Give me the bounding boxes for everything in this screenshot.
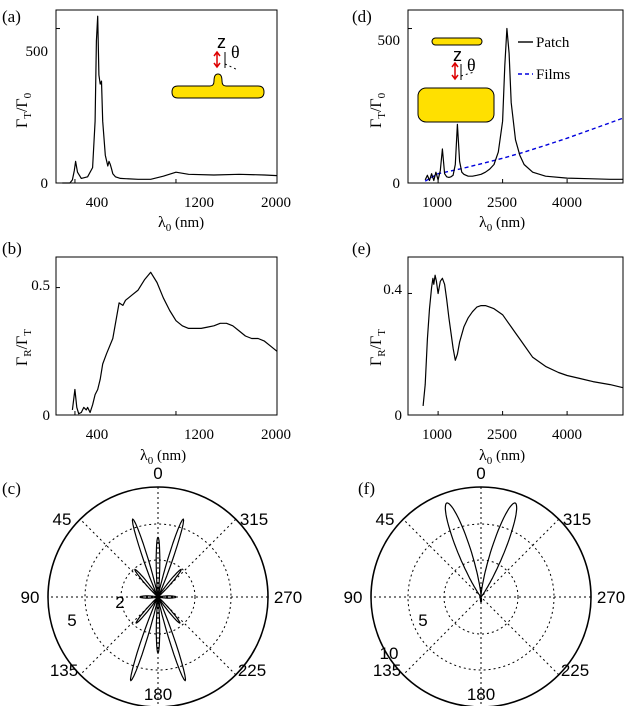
geometry-inset-a: z θ (171, 32, 265, 99)
angle-label-c-180: 180 (144, 685, 172, 704)
y-tick-label-d-0: 0 (393, 176, 401, 192)
panel-b: (b) 0.5 0 400 1200 2000 λ0 (nm) ΓR/ΓT (2, 239, 291, 467)
legend-label-patch: Patch (536, 35, 570, 51)
patch-particle-shape (171, 73, 265, 99)
panel-label-c: (c) (2, 479, 21, 498)
inset-angle-label-a: θ (231, 42, 240, 62)
panel-c: (c) 0 45 90 135 180 225 270 315 2 5 (2, 464, 302, 706)
x-tick-label-b-2000: 2000 (261, 427, 291, 443)
dipole-arrow-icon-d (451, 61, 459, 81)
y-tick-label-e-0: 0 (395, 408, 403, 424)
x-axis-label-a: λ0 (nm) (158, 214, 204, 234)
y-axis-label-e: ΓR/ΓT (368, 329, 388, 366)
radial-label-c-2: 2 (115, 593, 124, 612)
angle-label-f-45: 45 (376, 510, 395, 529)
angle-label-f-315: 315 (563, 510, 591, 529)
radial-label-f-10: 10 (380, 644, 399, 663)
radiation-pattern-f (444, 502, 518, 603)
y-tick-label-b-0: 0 (43, 408, 51, 424)
panel-label-a: (a) (2, 7, 21, 26)
polar-grid-circle-c-1 (120, 559, 196, 635)
y-tick-label-a-0: 0 (41, 176, 49, 192)
angle-label-c-270: 270 (274, 588, 302, 607)
dipole-arrow-icon-a (213, 50, 221, 69)
x-ticks-e (408, 292, 568, 416)
legend-d: Patch Films (518, 35, 570, 83)
panel-d: (d) 500 0 1000 2500 4000 λ0 (nm) ΓT/Γ0 P… (352, 7, 624, 234)
plot-frame-a (55, 9, 278, 184)
angle-label-f-225: 225 (561, 661, 589, 680)
inset-theta-ray-d (460, 71, 475, 77)
x-tick-label-d-1000: 1000 (422, 195, 452, 211)
geometry-inset-d: z θ (417, 37, 495, 123)
inset-axis-label-d: z (453, 45, 462, 65)
film-layer-shape (417, 87, 495, 123)
inset-theta-ray-a (224, 63, 239, 71)
legend-label-films: Films (536, 67, 570, 83)
panel-f: (f) 0 45 90 135 180 225 270 315 5 10 (344, 464, 625, 706)
x-tick-label-a-2000: 2000 (261, 195, 291, 211)
angle-label-c-225: 225 (238, 661, 266, 680)
series-line-e (422, 274, 624, 406)
inset-angle-label-d: θ (467, 55, 476, 75)
x-tick-label-e-1000: 1000 (422, 427, 452, 443)
x-axis-label-e: λ0 (nm) (479, 447, 525, 467)
patch-top-shape (431, 37, 483, 46)
angle-label-f-90: 90 (344, 588, 363, 607)
x-ticks-b (56, 287, 278, 416)
angle-label-c-90: 90 (21, 588, 40, 607)
angle-label-c-135: 135 (50, 661, 78, 680)
radiation-pattern-c (129, 518, 187, 682)
inset-axis-label-a: z (217, 32, 226, 52)
radial-label-f-5: 5 (418, 611, 427, 630)
angle-label-c-45: 45 (53, 510, 72, 529)
x-tick-label-d-2500: 2500 (487, 195, 517, 211)
y-axis-label-b: ΓR/ΓT (14, 329, 34, 366)
plot-frame-d (407, 9, 624, 184)
angle-label-f-270: 270 (597, 588, 625, 607)
y-axis-label-d: ΓT/Γ0 (368, 92, 388, 128)
angle-label-f-135: 135 (373, 661, 401, 680)
series-line-d-patch (424, 27, 623, 182)
plot-frame-b (55, 256, 278, 416)
y-axis-label-a: ΓT/Γ0 (14, 92, 34, 128)
panel-label-d: (d) (352, 7, 372, 26)
x-tick-label-a-400: 400 (86, 195, 109, 211)
x-tick-label-e-2500: 2500 (487, 427, 517, 443)
angle-label-f-180: 180 (467, 685, 495, 704)
radial-label-c-5: 5 (67, 611, 76, 630)
x-tick-label-a-1200: 1200 (184, 195, 214, 211)
plot-frame-e (407, 256, 624, 416)
y-tick-label-a-500: 500 (26, 44, 49, 60)
angle-label-c-0: 0 (153, 464, 162, 483)
panel-a: (a) 500 0 400 1200 2000 λ0 (nm) ΓT/Γ0 z … (2, 7, 291, 234)
x-ticks-a (56, 28, 278, 184)
series-line-b (71, 271, 278, 415)
angle-label-f-0: 0 (476, 464, 485, 483)
y-tick-label-d-500: 500 (378, 33, 401, 49)
x-axis-label-b: λ0 (nm) (140, 447, 186, 467)
series-line-d-films (424, 117, 624, 182)
x-axis-label-d: λ0 (nm) (479, 214, 525, 234)
y-tick-label-e-04: 0.4 (383, 282, 402, 298)
panel-label-f: (f) (358, 479, 375, 498)
x-tick-label-b-400: 400 (86, 427, 109, 443)
panel-label-e: (e) (352, 239, 371, 258)
y-tick-label-b-05: 0.5 (31, 278, 50, 294)
x-tick-label-b-1200: 1200 (184, 427, 214, 443)
x-tick-label-d-4000: 4000 (552, 195, 582, 211)
angle-label-c-315: 315 (240, 510, 268, 529)
panel-label-b: (b) (2, 239, 22, 258)
series-line-a (62, 15, 278, 184)
panel-e: (e) 0.4 0 1000 2500 4000 λ0 (nm) ΓR/ΓT (352, 239, 624, 467)
x-tick-label-e-4000: 4000 (552, 427, 582, 443)
